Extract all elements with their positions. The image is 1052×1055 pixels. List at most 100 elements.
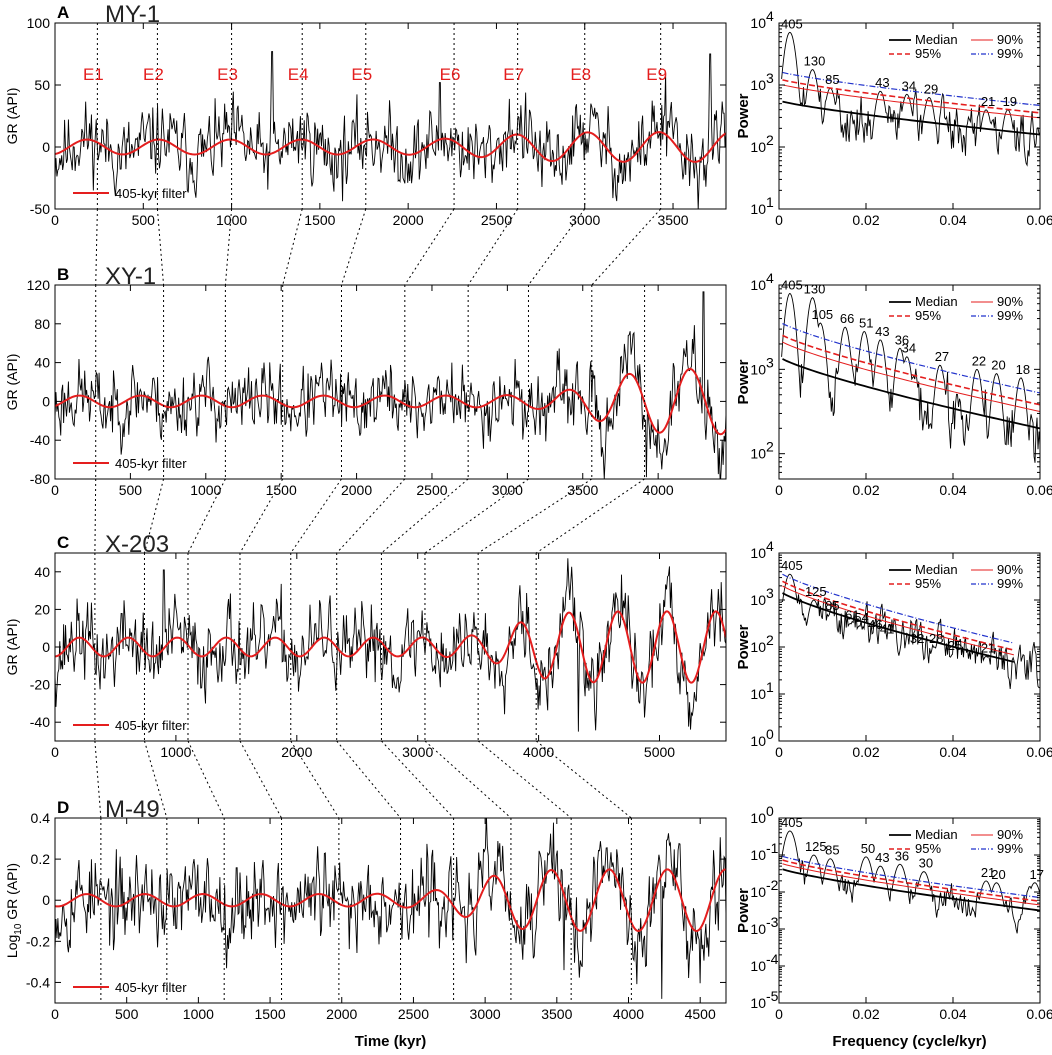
correlation-line — [290, 740, 340, 819]
event-label: E6 — [440, 65, 461, 84]
peak-label: 125 — [805, 839, 827, 854]
plot-frame — [54, 284, 727, 480]
y-tick-exponent: 2 — [766, 132, 774, 148]
legend-90-label: 90% — [997, 562, 1023, 577]
ci-95-curve — [782, 79, 1040, 114]
plot-frame — [778, 22, 1041, 210]
plot-frame — [54, 817, 727, 1004]
peak-label: 130 — [804, 282, 826, 297]
y-tick-label: 20 — [34, 601, 50, 617]
well-name: M-49 — [105, 796, 160, 823]
y-tick-label: 10 — [750, 733, 766, 749]
x-tick-label: 3500 — [657, 212, 688, 228]
x-tick-label: 2500 — [481, 212, 512, 228]
filter-405-line — [55, 367, 726, 436]
x-axis-label-time: Time (kyr) — [355, 1033, 426, 1050]
event-label: E5 — [351, 65, 372, 84]
x-tick-label: 2500 — [416, 482, 447, 498]
y-tick-exponent: 3 — [766, 354, 774, 370]
x-tick-label: 5000 — [644, 744, 675, 760]
y-tick-label: 0 — [42, 639, 50, 655]
peak-label: 50 — [861, 841, 875, 856]
peak-label: 66 — [840, 311, 854, 326]
legend-filter-label: 405-kyr filter — [115, 718, 187, 733]
y-axis-label: Power — [735, 624, 752, 669]
legend-95-label: 95% — [915, 46, 941, 61]
x-tick-label: 4000 — [643, 482, 674, 498]
peak-label: 18 — [1016, 362, 1030, 377]
x-tick-label: 0.06 — [1026, 212, 1052, 228]
x-tick-label: 0 — [775, 212, 783, 228]
x-tick-label: 500 — [132, 212, 156, 228]
correlation-line — [282, 208, 303, 286]
panel-b: 0 500 1000 1500 2000 2500 3000 3500 4000 -80 -40 0 4… — [4, 263, 727, 498]
y-tick-exponent: -3 — [766, 914, 779, 930]
correlation-line — [535, 478, 645, 554]
x-tick-label: 0.02 — [852, 1006, 879, 1022]
peak-label: 43 — [875, 850, 889, 865]
peak-label: 85 — [825, 72, 839, 87]
ci-90-curve — [782, 84, 1040, 119]
y-tick-label: -80 — [30, 471, 50, 487]
x-tick-label: 0.04 — [939, 744, 966, 760]
x-tick-label: 0 — [51, 212, 59, 228]
y-tick-exponent: 3 — [766, 585, 774, 601]
y-tick-label: 10 — [750, 277, 766, 293]
correlation-line — [528, 208, 586, 286]
x-tick-label: 3000 — [569, 212, 600, 228]
y-axis-label: Log10 GR (API) — [4, 863, 24, 958]
x-tick-label: 0.04 — [939, 212, 966, 228]
correlation-line — [95, 208, 98, 286]
well-name: X-203 — [105, 531, 169, 558]
filter-405-line — [55, 131, 726, 163]
y-tick-label: 0 — [42, 393, 50, 409]
y-tick-label: 0 — [42, 139, 50, 155]
median-curve — [782, 100, 1040, 136]
peak-label: 405 — [781, 16, 803, 31]
peak-label: 21 — [981, 865, 995, 880]
y-tick-exponent: 1 — [766, 194, 774, 210]
ci-90-curve — [782, 863, 1040, 906]
peak-label: 19 — [1003, 94, 1017, 109]
median-curve — [782, 868, 1040, 912]
y-tick-label: 0 — [42, 892, 50, 908]
event-label: E7 — [503, 65, 524, 84]
peak-label: 34 — [902, 341, 916, 356]
peak-label: 36 — [895, 332, 909, 347]
y-axis-label: GR (API) — [4, 619, 20, 676]
y-axis-label: Power — [735, 93, 752, 138]
panel-c: 0 1000 2000 3000 4000 5000 -40 -20 0 20 40 GR (API)… — [4, 531, 727, 760]
event-label: E4 — [288, 65, 309, 84]
y-tick-label: -0.4 — [26, 974, 50, 990]
x-tick-label: 1000 — [183, 1006, 214, 1022]
x-tick-label: 1000 — [216, 212, 247, 228]
correlation-line — [591, 208, 662, 286]
x-tick-label: 2000 — [281, 744, 312, 760]
y-axis-label: Power — [735, 359, 752, 404]
event-label: E8 — [570, 65, 591, 84]
legend-90-label: 90% — [997, 294, 1023, 309]
y-tick-label: 10 — [750, 884, 766, 900]
legend-99-label: 99% — [997, 46, 1023, 61]
x-tick-label: 0.06 — [1026, 744, 1052, 760]
correlation-line — [477, 740, 572, 819]
y-tick-label: 40 — [34, 355, 50, 371]
x-tick-label: 0 — [51, 744, 59, 760]
y-tick-label: 10 — [750, 139, 766, 155]
correlation-line — [467, 208, 519, 286]
x-tick-label: 0.02 — [852, 744, 879, 760]
correlation-line — [94, 478, 97, 554]
y-tick-label: 10 — [750, 921, 766, 937]
spectrum-line — [781, 830, 1040, 934]
legend-filter-label: 405-kyr filter — [115, 456, 187, 471]
x-tick-label: 0.02 — [852, 212, 879, 228]
correlation-line — [239, 740, 282, 819]
x-tick-label: 0.02 — [852, 482, 879, 498]
gr-signal-line — [55, 291, 726, 479]
peak-label: 20 — [991, 867, 1005, 882]
peak-label: 130 — [804, 54, 826, 69]
legend-median-label: Median — [915, 294, 958, 309]
peak-label: 32 — [910, 631, 924, 646]
peak-label: 61 — [845, 608, 859, 623]
